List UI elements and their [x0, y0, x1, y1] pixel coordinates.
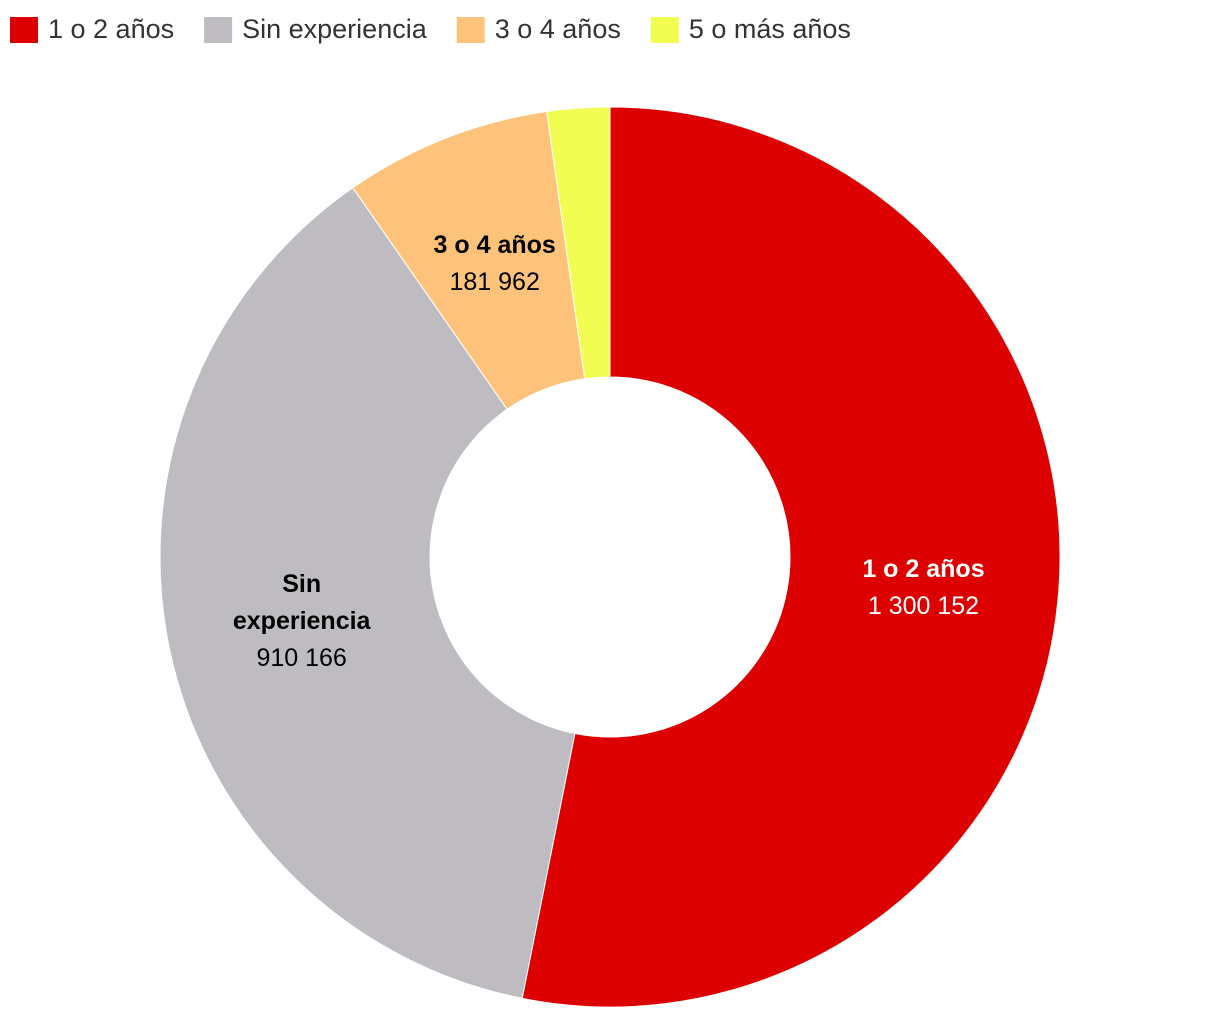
slice-label-box: 1 o 2 años 1 300 152: [833, 488, 1013, 688]
slice-label: 3 o 4 años 181 962: [405, 164, 585, 364]
slice-category: Sin experiencia: [232, 569, 371, 635]
legend-swatch: [456, 17, 485, 43]
slice-category: 1 o 2 años: [862, 554, 985, 583]
legend-label: Sin experiencia: [242, 14, 428, 44]
legend-swatch: [650, 17, 679, 43]
slice-label-box: 3 o 4 años 181 962: [405, 164, 585, 364]
donut-slice: [546, 106, 611, 380]
donut-slice: [521, 106, 1061, 1008]
legend-swatch: [10, 17, 38, 43]
slice-category: 3 o 4 años: [433, 230, 556, 259]
legend-label: 5 o más años: [689, 14, 851, 44]
slice-label-box: Sin experiencia 910 166: [212, 521, 392, 721]
legend-swatch: [204, 17, 233, 43]
slice-value: 1 300 152: [867, 591, 980, 620]
donut-slice: [159, 187, 576, 999]
slice-value: 910 166: [256, 643, 347, 672]
slice-label: Sin experiencia 910 166: [212, 521, 392, 721]
slice-value: 181 962: [449, 267, 540, 296]
legend-label: 1 o 2 años: [48, 14, 174, 44]
legend-label: 3 o 4 años: [495, 14, 621, 44]
slice-label: 1 o 2 años 1 300 152: [833, 488, 1013, 688]
